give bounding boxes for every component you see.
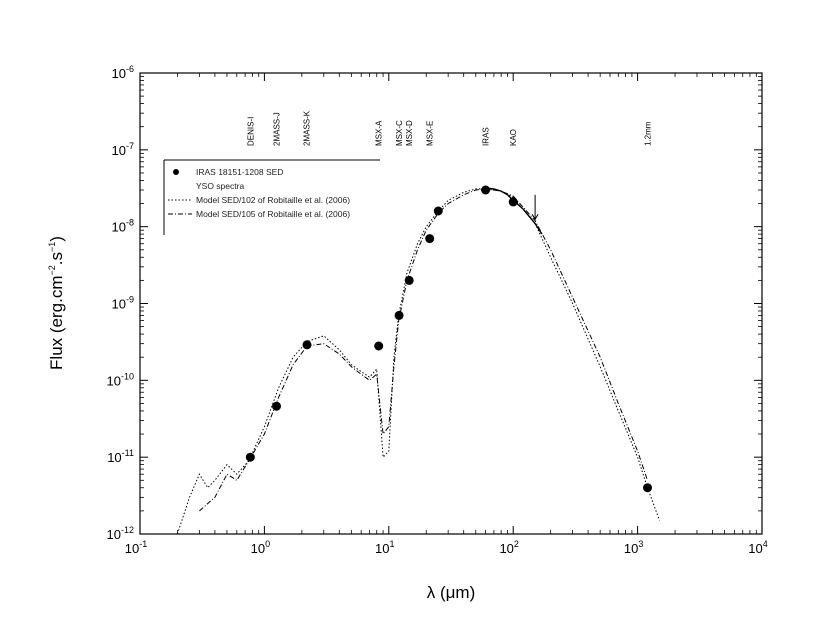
x-tick-exp: -1: [139, 539, 147, 549]
y-tick-label: 10-8: [112, 218, 134, 235]
y-tick-base: 10: [112, 220, 126, 235]
x-tick-base: 10: [624, 541, 638, 556]
legend: IRAS 18151-1208 SED YSO spectra Model SE…: [163, 159, 380, 235]
sed-point: [425, 234, 435, 244]
axis-ticks: [139, 72, 763, 535]
band-labels: DENIS-I 2MASS-J 2MASS-K MSX-A MSX-C MSX-D MSX-…: [246, 110, 652, 146]
x-tick-base: 10: [251, 541, 265, 556]
sed-point: [643, 483, 652, 493]
sed-point: [394, 310, 404, 320]
band-label: IRAS: [482, 127, 491, 146]
x-tick-exp: 4: [763, 539, 768, 549]
x-tick-label: 101: [375, 539, 394, 556]
x-tick-label: 103: [624, 539, 643, 556]
y-axis-title-exp1: −2: [47, 265, 57, 275]
y-tick-exp: -9: [126, 295, 134, 305]
y-tick-base: 10: [112, 66, 126, 81]
arrow-head: [531, 213, 539, 221]
legend-label-sed: IRAS 18151-1208 SED: [196, 167, 283, 177]
sed-point: [433, 206, 443, 216]
y-tick-label: 10-9: [112, 295, 134, 312]
x-tick-label: 104: [748, 539, 767, 556]
model-curves: [176, 187, 660, 535]
series-line: [199, 188, 648, 512]
x-tick-base: 10: [375, 541, 389, 556]
band-label: KAO: [509, 129, 518, 146]
band-label: DENIS-I: [246, 117, 255, 146]
sed-point: [302, 340, 312, 350]
sed-point: [245, 452, 255, 462]
y-tick-base: 10: [107, 450, 121, 465]
y-tick-exp: -6: [126, 64, 134, 74]
plot-frame: [139, 72, 763, 535]
y-tick-label: 10-6: [112, 64, 134, 81]
y-tick-exp: -11: [122, 448, 134, 458]
sed-point: [404, 275, 414, 285]
legend-label-model102: Model SED/102 of Robitaille et al. (2006…: [196, 195, 350, 205]
y-tick-label: 10-12: [107, 525, 134, 542]
y-axis-title: Flux (erg.cm−2.s−1): [47, 236, 66, 370]
x-tick-base: 10: [125, 541, 139, 556]
sed-point: [374, 341, 384, 351]
y-axis-title-prefix: Flux (erg.cm: [47, 275, 66, 369]
sed-point: [508, 197, 518, 207]
y-tick-exp: -12: [121, 525, 134, 535]
y-axis-title-suffix: ): [47, 236, 66, 242]
y-tick-base: 10: [107, 373, 121, 388]
y-tick-base: 10: [107, 527, 121, 542]
x-tick-label: 100: [251, 539, 270, 556]
y-tick-exp: -8: [126, 218, 134, 228]
x-tick-base: 10: [499, 541, 513, 556]
legend-label-yso: YSO spectra: [196, 181, 244, 191]
x-tick-exp: 3: [638, 539, 643, 549]
y-tick-base: 10: [112, 143, 126, 158]
series-line: [485, 187, 543, 235]
y-tick-base: 10: [112, 297, 126, 312]
y-tick-exp: -7: [126, 141, 134, 151]
band-label: 2MASS-J: [272, 112, 281, 146]
y-axis-title-mid: .s: [47, 252, 66, 265]
x-tick-exp: 0: [265, 539, 270, 549]
x-tick-label: 10-1: [125, 539, 147, 556]
upper-limit-arrow: [531, 194, 539, 221]
axis-tick-labels: 10-1 100 101 102 103 10410-1210-1110-1010-910…: [107, 64, 768, 556]
sed-points: [245, 185, 652, 493]
x-axis-title: λ (μm): [427, 583, 476, 602]
series-line: [176, 188, 660, 535]
band-label: MSX-E: [426, 121, 435, 146]
y-axis-title-exp2: −1: [47, 242, 57, 252]
x-tick-exp: 2: [514, 539, 519, 549]
x-tick-label: 102: [499, 539, 518, 556]
band-label: MSX-A: [375, 120, 384, 146]
x-tick-base: 10: [748, 541, 762, 556]
legend-label-model105: Model SED/105 of Robitaille et al. (2006…: [196, 209, 350, 219]
band-label: 2MASS-K: [302, 110, 311, 146]
band-label: MSX-C: [395, 120, 404, 146]
x-tick-exp: 1: [390, 539, 395, 549]
sed-point: [481, 185, 491, 195]
legend-marker-sed: [173, 169, 179, 175]
sed-point: [272, 401, 281, 411]
band-label: 1.2mm: [643, 121, 652, 146]
y-tick-label: 10-11: [107, 448, 134, 465]
band-label: MSX-D: [405, 120, 414, 146]
y-tick-label: 10-10: [107, 371, 134, 388]
y-tick-label: 10-7: [112, 141, 134, 158]
y-tick-exp: -10: [121, 371, 134, 381]
